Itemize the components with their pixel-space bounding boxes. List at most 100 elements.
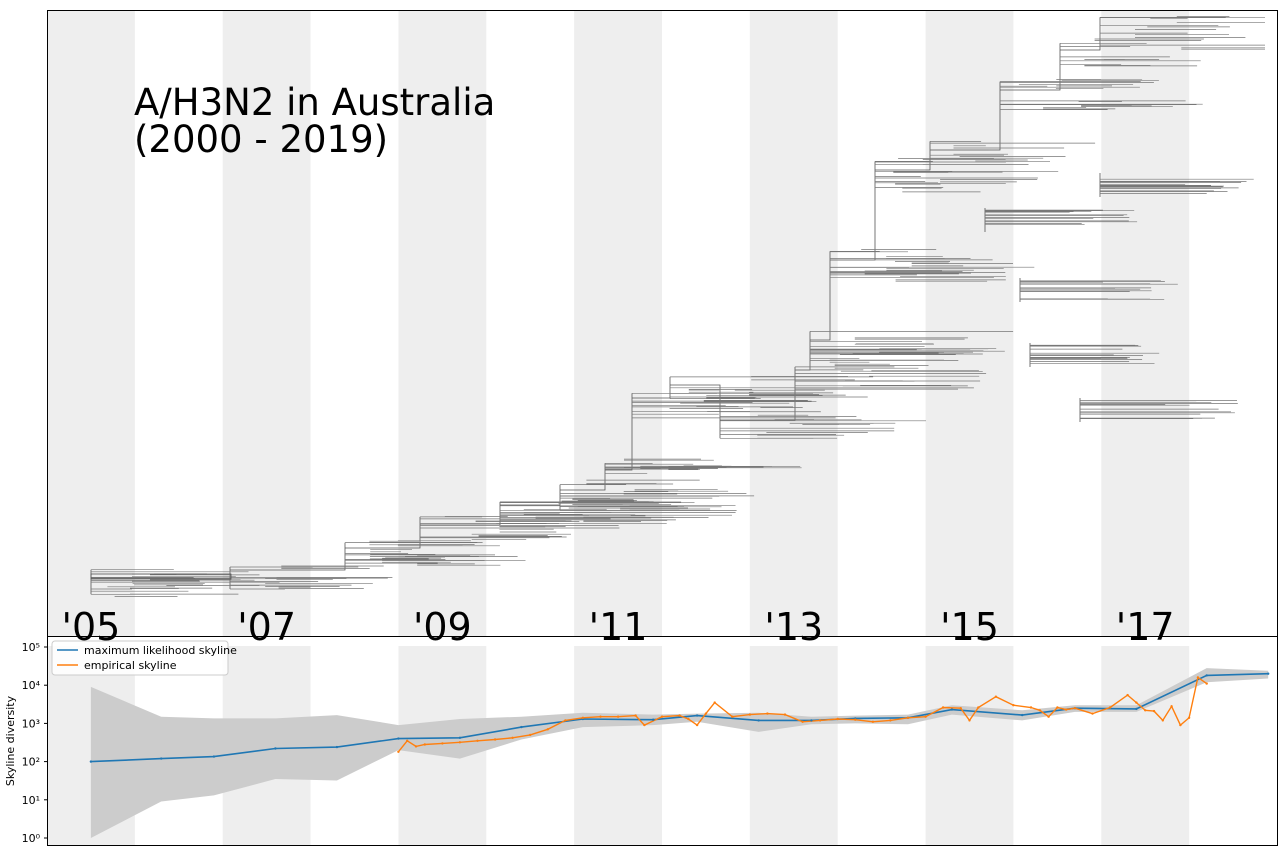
empirical-skyline-point (660, 715, 664, 718)
empirical-skyline-point (748, 713, 752, 716)
tree-band-1 (222, 11, 311, 636)
empirical-skyline-point (1179, 723, 1182, 727)
empirical-skyline-point (581, 716, 585, 719)
ml-skyline-point (520, 725, 523, 729)
legend: maximum likelihood skyline empirical sky… (51, 640, 237, 676)
empirical-skyline-point (836, 717, 839, 721)
empirical-skyline-point (643, 723, 646, 727)
ml-skyline-point (757, 719, 760, 722)
y-axis-ticks: 10⁰ 10¹ 10² 10³ 10⁴ 10⁵ (22, 641, 48, 845)
skyline-points (89, 672, 1270, 763)
tree-band-4 (749, 11, 838, 636)
empirical-skyline-point (458, 741, 462, 744)
tree-band-5 (925, 11, 1014, 636)
empirical-skyline-point (1108, 706, 1112, 709)
ml-skyline-point (335, 745, 339, 749)
empirical-skyline-point (441, 742, 444, 745)
tree-panel: '05'07'09'11'13'15'17 A/H3N2 in Australi… (47, 10, 1278, 649)
year-label: '07 (237, 605, 296, 649)
empirical-skyline-point (1073, 707, 1077, 710)
skyline-band-6 (1101, 646, 1190, 845)
empirical-skyline-point (476, 739, 479, 742)
empirical-skyline-point (1152, 709, 1156, 713)
phylogenetic-tree (90, 16, 1265, 597)
empirical-skyline-point (616, 715, 620, 718)
y-tick-label: 10⁴ (22, 679, 41, 692)
empirical-skyline-point (511, 736, 514, 739)
empirical-skyline-point (1205, 682, 1208, 685)
empirical-skyline-point (968, 719, 971, 722)
y-tick-label: 10³ (22, 717, 40, 730)
ml-skyline-point (810, 719, 813, 722)
empirical-skyline-point (924, 715, 927, 718)
empirical-skyline-point (406, 739, 409, 742)
tree-band-6 (1101, 11, 1190, 636)
empirical-skyline-point (1056, 706, 1059, 709)
year-label: '09 (413, 605, 472, 649)
empirical-skyline-point (599, 715, 602, 718)
y-tick-label: 10⁰ (22, 832, 41, 845)
ml-skyline-point (212, 755, 216, 758)
empirical-skyline-point (423, 743, 426, 746)
empirical-skyline-point (687, 717, 690, 721)
empirical-skyline-point (783, 713, 787, 716)
empirical-skyline-point (1126, 693, 1129, 697)
legend-frame (51, 640, 229, 676)
ml-skyline-point (397, 737, 400, 740)
year-label: '17 (1116, 605, 1175, 649)
empirical-skyline-point (1012, 704, 1015, 707)
y-tick-label: 10¹ (22, 794, 40, 807)
tree-band-3 (574, 11, 662, 636)
ml-skyline-point (458, 736, 462, 739)
empirical-skyline-point (564, 719, 567, 722)
empirical-skyline-point (397, 750, 400, 753)
empirical-skyline-point (546, 728, 549, 731)
ml-skyline-point (160, 757, 163, 760)
empirical-skyline-point (941, 706, 945, 709)
chart-title: A/H3N2 in Australia (134, 81, 495, 124)
empirical-skyline-point (871, 720, 875, 723)
tree-band-0 (47, 11, 135, 636)
empirical-skyline-point (801, 720, 804, 723)
empirical-skyline-point (414, 745, 418, 748)
empirical-skyline-point (1135, 701, 1138, 704)
empirical-skyline-point (818, 719, 822, 722)
empirical-skyline-point (731, 715, 734, 718)
empirical-skyline-point (906, 716, 910, 719)
skyline-panel-frame (47, 636, 1278, 846)
ml-skyline-point (1267, 672, 1270, 675)
empirical-skyline-point (1187, 716, 1191, 719)
empirical-skyline-point (695, 723, 699, 727)
empirical-skyline-point (1144, 709, 1147, 712)
chart-subtitle: (2000 - 2019) (134, 118, 388, 161)
ml-skyline-point (274, 747, 277, 750)
ml-skyline-point (1135, 707, 1138, 711)
ml-skyline-point (652, 718, 655, 721)
ml-skyline-point (1021, 713, 1024, 717)
legend-label-empirical: empirical skyline (84, 659, 177, 672)
empirical-skyline-point (994, 695, 998, 698)
empirical-skyline-point (1196, 676, 1200, 679)
empirical-skyline-point (1161, 719, 1165, 722)
empirical-skyline-point (1029, 706, 1033, 709)
empirical-skyline-point (959, 707, 962, 710)
empirical-skyline-point (634, 714, 637, 717)
empirical-skyline-point (529, 733, 532, 737)
ml-skyline-point (89, 760, 93, 763)
tree-year-bands (47, 11, 1190, 636)
empirical-skyline-point (766, 712, 769, 715)
empirical-skyline-point (1038, 709, 1042, 712)
empirical-skyline-point (1064, 708, 1068, 711)
year-label: '13 (764, 605, 823, 649)
empirical-skyline-point (493, 738, 497, 741)
empirical-skyline-point (889, 719, 892, 722)
y-tick-label: 10² (22, 756, 40, 769)
tree-tips (91, 16, 1265, 597)
skyline-panel: 10⁰ 10¹ 10² 10³ 10⁴ 10⁵ Skyline diversity max… (4, 636, 1278, 846)
empirical-skyline-point (977, 706, 980, 709)
skyline-band-5 (925, 646, 1014, 845)
empirical-skyline-point (713, 701, 716, 704)
ml-skyline-point (950, 708, 954, 711)
empirical-skyline-point (678, 714, 681, 717)
